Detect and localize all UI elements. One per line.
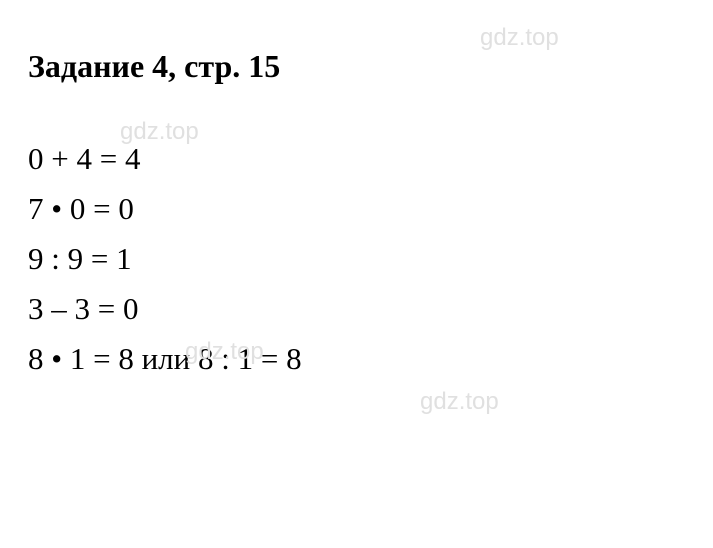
equation-line: 0 + 4 = 4: [28, 137, 685, 182]
equation-line: 7 • 0 = 0: [28, 187, 685, 232]
equation-line: 9 : 9 = 1: [28, 237, 685, 282]
page-title: Задание 4, стр. 15: [28, 48, 685, 85]
document-content: Задание 4, стр. 15 0 + 4 = 4 7 • 0 = 0 9…: [0, 0, 713, 435]
equation-line: 3 – 3 = 0: [28, 287, 685, 332]
equation-line: 8 • 1 = 8 или 8 : 1 = 8: [28, 337, 685, 382]
